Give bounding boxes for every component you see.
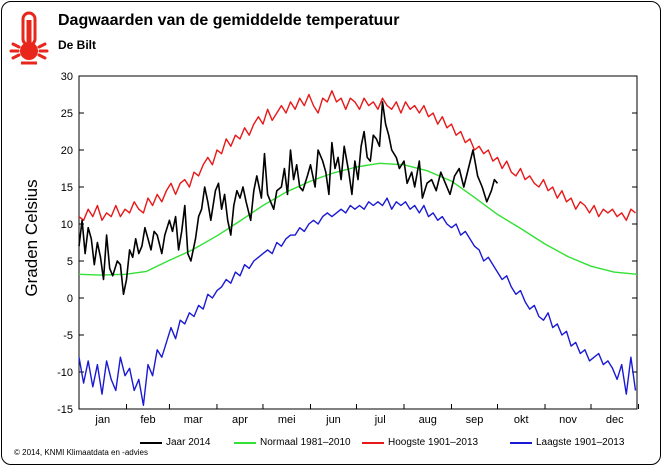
legend-label-laagste: Laagste 1901–2013 — [536, 437, 625, 448]
legend-label-normaal: Normaal 1981–2010 — [260, 437, 351, 448]
y-tick-label: 10 — [61, 219, 73, 231]
legend-line-jaar — [140, 441, 162, 444]
x-tick-label: dec — [606, 414, 624, 426]
legend-line-hoogste — [362, 441, 384, 444]
legend-line-normaal — [234, 441, 256, 444]
y-tick-label: 25 — [61, 108, 73, 120]
y-tick-label: 30 — [61, 71, 73, 83]
y-tick-label: 0 — [67, 293, 73, 305]
thermometer-icon — [9, 11, 49, 65]
x-tick-label: mei — [278, 414, 296, 426]
x-tick-label: okt — [514, 414, 529, 426]
series-line-hoogste — [78, 90, 636, 222]
copyright-text: © 2014, KNMI Klimaatdata en -advies — [14, 448, 148, 457]
series-line-jaar — [78, 101, 499, 296]
x-tick-label: feb — [140, 414, 155, 426]
legend-item-normaal: Normaal 1981–2010 — [234, 437, 351, 448]
chart-subtitle: De Bilt — [58, 38, 97, 52]
y-tick-label: -5 — [63, 330, 73, 342]
x-tick-label: nov — [559, 414, 577, 426]
x-tick-label: jun — [325, 414, 341, 426]
series-line-laagste — [78, 197, 637, 406]
chart-title: Dagwaarden van de gemiddelde temperatuur — [58, 12, 400, 29]
y-tick-label: -10 — [57, 367, 73, 379]
legend-label-jaar: Jaar 2014 — [166, 437, 211, 448]
legend-label-hoogste: Hoogste 1901–2013 — [388, 437, 479, 448]
x-tick-label: jul — [374, 414, 386, 426]
y-tick-label: 5 — [67, 256, 73, 268]
legend-item-laagste: Laagste 1901–2013 — [510, 437, 624, 448]
plot-area — [78, 75, 638, 410]
y-tick-label: -15 — [57, 404, 73, 416]
x-tick-label: mar — [184, 414, 203, 426]
x-tick-label: sep — [466, 414, 484, 426]
y-tick-label: 20 — [61, 145, 73, 157]
x-tick-label: apr — [232, 414, 248, 426]
x-tick-label: jan — [94, 414, 110, 426]
x-tick-label: aug — [419, 414, 437, 426]
y-tick-label: 15 — [61, 182, 73, 194]
legend-item-hoogste: Hoogste 1901–2013 — [362, 437, 478, 448]
legend-item-jaar: Jaar 2014 — [140, 437, 210, 448]
legend-line-laagste — [510, 441, 532, 444]
legend: Jaar 2014 Normaal 1981–2010 Hoogste 1901… — [140, 437, 655, 451]
